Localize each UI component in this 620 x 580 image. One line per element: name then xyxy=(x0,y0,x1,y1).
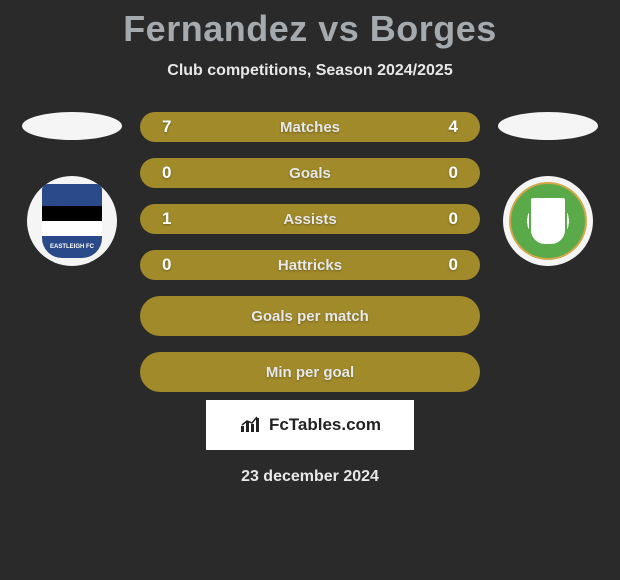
eastleigh-badge-icon xyxy=(42,184,102,258)
stat-left-value: 0 xyxy=(162,255,171,275)
bar-chart-icon xyxy=(239,416,263,434)
stat-label: Hattricks xyxy=(278,257,342,274)
stat-bar-matches: 7 Matches 4 xyxy=(140,112,480,142)
yeovil-badge-center xyxy=(529,196,567,246)
comparison-area: 7 Matches 4 0 Goals 0 1 Assists 0 0 Hatt… xyxy=(0,112,620,392)
stat-label: Matches xyxy=(280,119,340,136)
left-player-column xyxy=(22,112,122,266)
page-title: Fernandez vs Borges xyxy=(0,8,620,50)
subtitle: Club competitions, Season 2024/2025 xyxy=(0,62,620,80)
stat-left-value: 1 xyxy=(162,209,171,229)
stat-right-value: 0 xyxy=(449,163,458,183)
stat-right-value: 4 xyxy=(449,117,458,137)
stats-column: 7 Matches 4 0 Goals 0 1 Assists 0 0 Hatt… xyxy=(140,112,480,392)
stat-bar-goals-per-match: Goals per match xyxy=(140,296,480,336)
right-player-column xyxy=(498,112,598,266)
stat-bar-min-per-goal: Min per goal xyxy=(140,352,480,392)
branding-box[interactable]: FcTables.com xyxy=(206,400,414,450)
left-club-badge xyxy=(27,176,117,266)
stat-label: Goals per match xyxy=(251,308,369,325)
left-player-avatar xyxy=(22,112,122,140)
stat-left-value: 0 xyxy=(162,163,171,183)
right-club-badge xyxy=(503,176,593,266)
date-line: 23 december 2024 xyxy=(0,468,620,486)
stat-bar-assists: 1 Assists 0 xyxy=(140,204,480,234)
stat-bar-hattricks: 0 Hattricks 0 xyxy=(140,250,480,280)
stat-label: Assists xyxy=(283,211,336,228)
stat-right-value: 0 xyxy=(449,255,458,275)
main-container: Fernandez vs Borges Club competitions, S… xyxy=(0,0,620,486)
stat-bar-goals: 0 Goals 0 xyxy=(140,158,480,188)
stat-label: Goals xyxy=(289,165,331,182)
stat-right-value: 0 xyxy=(449,209,458,229)
branding-text: FcTables.com xyxy=(269,415,381,435)
stat-label: Min per goal xyxy=(266,364,354,381)
right-player-avatar xyxy=(498,112,598,140)
yeovil-badge-icon xyxy=(509,182,587,260)
stat-left-value: 7 xyxy=(162,117,171,137)
